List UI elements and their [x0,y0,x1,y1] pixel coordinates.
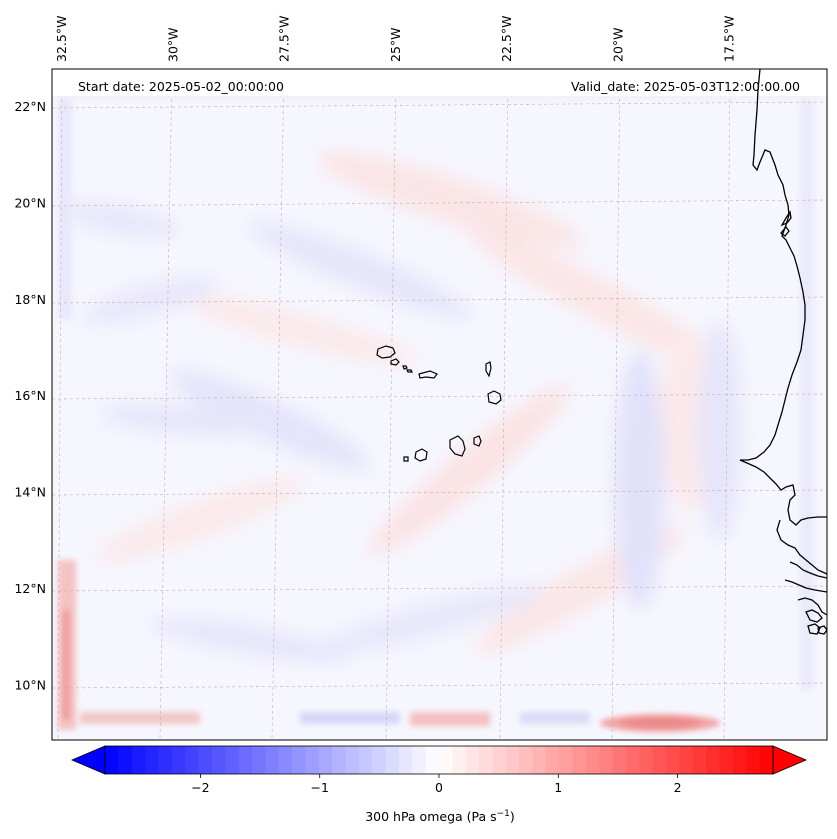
colorbar-band [639,746,654,774]
colorbar-band [305,746,320,774]
colorbar-band [452,746,467,774]
colorbar-band [746,746,761,774]
colorbar-band [732,746,747,774]
lat-label: 18°N [14,292,46,307]
colorbar-band [425,746,440,774]
lat-label: 22°N [14,99,46,114]
colorbar-label: 300 hPa omega (Pa s−1) [365,809,515,824]
colorbar-band [545,746,560,774]
colorbar-band [759,746,774,774]
colorbar-band [398,746,413,774]
colorbar-band [318,746,333,774]
colorbar-band [158,746,173,774]
lon-label: 17.5°W [722,16,737,62]
cabo-verde-islands [376,345,502,462]
colorbar-tick-label: −2 [191,780,209,795]
lon-label: 25°W [388,27,403,62]
colorbar-band [439,746,453,774]
colorbar-band [145,746,159,774]
african-coastline [739,69,827,635]
colorbar-band [519,746,534,774]
colorbar-band [532,746,547,774]
colorbar-band [198,746,213,774]
colorbar-band [666,746,680,774]
colorbar-band [345,746,360,774]
colorbar-band [585,746,600,774]
colorbar: −2 −1 0 1 2 300 hPa omega (Pa s−1) [70,745,808,824]
lon-label: 32.5°W [54,16,69,62]
colorbar-band [332,746,346,774]
colorbar-band [171,746,186,774]
colorbar-band [505,746,520,774]
colorbar-band [559,746,574,774]
lon-label: 22.5°W [499,16,514,62]
colorbar-band [118,746,133,774]
colorbar-band [706,746,721,774]
colorbar-band [131,746,146,774]
colorbar-band [292,746,306,774]
colorbar-band [412,746,427,774]
colorbar-band [372,746,387,774]
colorbar-band [612,746,627,774]
graticule [52,69,827,740]
colorbar-tick-label: 0 [435,780,443,795]
longitude-labels: 32.5°W 30°W 27.5°W 25°W 22.5°W 20°W 17.5°W [54,16,737,62]
lat-label: 16°N [14,388,46,403]
colorbar-tick-label: 2 [674,780,682,795]
colorbar-band [238,746,253,774]
colorbar-band [572,746,587,774]
colorbar-band [719,746,734,774]
colorbar-band [492,746,507,774]
lon-label: 27.5°W [277,16,292,62]
colorbar-extend-high [772,745,808,775]
colorbar-extend-low [70,745,106,775]
colorbar-band [652,746,667,774]
colorbar-band [679,746,694,774]
colorbar-band [185,746,200,774]
lat-label: 20°N [14,195,46,210]
colorbar-band [211,746,226,774]
lon-label: 20°W [610,27,625,62]
latitude-labels: 22°N 20°N 18°N 16°N 14°N 12°N 10°N [14,99,46,692]
colorbar-band [692,746,707,774]
valid-date-label: Valid_date: 2025-05-03T12:00:00.00 [571,79,800,94]
lat-label: 12°N [14,581,46,596]
lon-label: 30°W [165,27,180,62]
colorbar-tick-label: −1 [310,780,328,795]
colorbar-band [105,746,119,774]
map-frame [51,68,828,741]
colorbar-band [251,746,266,774]
colorbar-band [225,746,240,774]
colorbar-tick-label: 1 [554,780,562,795]
colorbar-band [385,746,400,774]
colorbar-band [626,746,640,774]
start-date-label: Start date: 2025-05-02_00:00:00 [78,79,284,94]
lat-label: 14°N [14,485,46,500]
colorbar-band [265,746,280,774]
colorbar-band [465,746,480,774]
lat-label: 10°N [14,677,46,692]
omega-field [52,69,827,740]
colorbar-band [479,746,493,774]
colorbar-ticks: −2 −1 0 1 2 [191,774,682,795]
colorbar-bands [105,746,774,774]
colorbar-band [599,746,614,774]
colorbar-band [358,746,373,774]
colorbar-band [278,746,293,774]
